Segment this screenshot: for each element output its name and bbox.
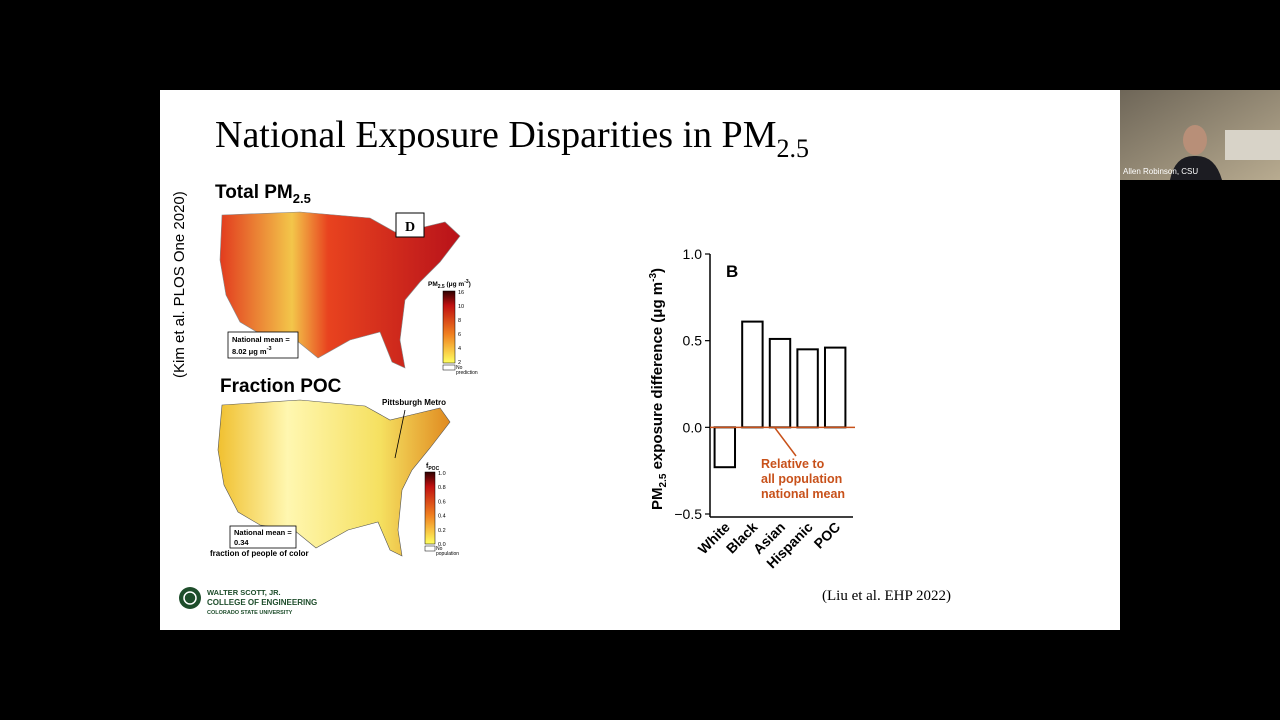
label-text: PM bbox=[649, 488, 666, 511]
callout-line bbox=[394, 409, 406, 459]
legend-tick-label: 6 bbox=[458, 332, 461, 338]
logo-line: COLORADO STATE UNIVERSITY bbox=[207, 610, 293, 616]
label-superscript: -3 bbox=[648, 273, 659, 282]
y-tick-label: 0.0 bbox=[683, 419, 703, 435]
legend-none-label: prediction bbox=[456, 370, 478, 376]
no-data-swatch bbox=[424, 545, 436, 552]
y-tick-label: −0.5 bbox=[674, 506, 702, 522]
mean-label: National mean = bbox=[232, 335, 290, 344]
label-subscript: 2.5 bbox=[658, 473, 669, 487]
legend-title: fPOC bbox=[426, 463, 440, 472]
annotation: national mean bbox=[761, 487, 845, 501]
title-subscript: 2.5 bbox=[776, 134, 809, 163]
participant-name: Allen Robinson, CSU bbox=[1123, 167, 1198, 176]
legend-subscript: 2.5 bbox=[438, 284, 445, 290]
legend-tick-label: 16 bbox=[458, 290, 464, 296]
legend-tick-label: 0.0 bbox=[438, 542, 446, 548]
panel-box bbox=[395, 212, 425, 238]
logo-ring bbox=[183, 591, 197, 605]
legend-superscript: -3 bbox=[464, 279, 469, 285]
slide-title: National Exposure Disparities in PM2.5 bbox=[215, 114, 809, 163]
legend-unit-end: ) bbox=[469, 281, 471, 288]
panel-letter: D bbox=[405, 220, 415, 235]
bar-chart: −0.50.00.51.0WhiteBlackAsianHispanicPOCR… bbox=[674, 246, 855, 571]
heading-text: Total PM bbox=[215, 182, 293, 203]
annotation-pointer bbox=[774, 427, 797, 457]
legend-tick-label: 0.8 bbox=[438, 485, 446, 491]
caption: fraction of people of color bbox=[210, 549, 309, 558]
label-text: exposure difference (μg m bbox=[649, 282, 666, 474]
citation: (Liu et al. EHP 2022) bbox=[822, 588, 951, 604]
mean-value: 8.02 μg m-3 bbox=[232, 346, 272, 356]
panel-letter: B bbox=[726, 262, 738, 281]
color-bar bbox=[442, 290, 456, 364]
legend-tick-label: 1.0 bbox=[438, 471, 446, 477]
logo-line: COLLEGE OF ENGINEERING bbox=[207, 598, 317, 607]
mean-number: 8.02 μg m bbox=[232, 347, 267, 356]
legend-tick-label: 4 bbox=[458, 346, 461, 352]
heading-subscript: 2.5 bbox=[293, 191, 311, 206]
legend-tick-label: 2 bbox=[458, 360, 461, 366]
legend-tick-label: 0.4 bbox=[438, 514, 446, 520]
mean-box bbox=[227, 331, 299, 359]
background-object bbox=[1225, 130, 1280, 160]
legend-tick-label: 0.2 bbox=[438, 528, 446, 534]
title-text: National Exposure Disparities in PM bbox=[215, 114, 776, 156]
legend-title-text: f bbox=[426, 463, 429, 470]
person-body bbox=[1170, 155, 1222, 180]
legend-title-text: PM bbox=[428, 281, 438, 288]
poc-map bbox=[217, 399, 451, 557]
legend-title: PM2.5 (μg m-3) bbox=[428, 279, 471, 290]
logo-line: WALTER SCOTT, JR. bbox=[207, 588, 281, 597]
legend-none-label: No bbox=[456, 365, 463, 371]
annotation: all population bbox=[761, 472, 842, 486]
label-text: ) bbox=[649, 268, 666, 273]
annotation: Relative to bbox=[761, 457, 825, 471]
y-axis-label: PM2.5 exposure difference (μg m-3) bbox=[648, 268, 669, 510]
no-data-swatch bbox=[442, 364, 456, 371]
logo-mark bbox=[179, 587, 201, 609]
color-bar bbox=[424, 471, 436, 545]
legend-unit: (μg m bbox=[445, 281, 465, 288]
mean-label: National mean = bbox=[234, 528, 292, 537]
legend-tick-label: 0.6 bbox=[438, 499, 446, 505]
legend-none-label: population bbox=[436, 551, 459, 557]
legend-tick-label: 10 bbox=[458, 304, 464, 310]
callout: Pittsburgh Metro bbox=[382, 398, 446, 407]
person-head bbox=[1183, 125, 1207, 155]
y-tick-label: 0.5 bbox=[683, 333, 703, 349]
video-tile[interactable]: Allen Robinson, CSU bbox=[1120, 90, 1280, 180]
side-citation: (Kim et al. PLOS One 2020) bbox=[171, 191, 188, 378]
legend-none-label: No bbox=[436, 546, 443, 552]
mean-value: 0.34 bbox=[234, 538, 249, 547]
mean-superscript: -3 bbox=[267, 346, 272, 352]
mean-box bbox=[229, 525, 297, 549]
y-tick-label: 1.0 bbox=[683, 246, 703, 262]
legend-tick-label: 8 bbox=[458, 318, 461, 324]
map-heading: Total PM2.5 bbox=[215, 182, 311, 206]
legend-subscript: POC bbox=[428, 466, 439, 472]
map-heading: Fraction POC bbox=[220, 376, 342, 397]
